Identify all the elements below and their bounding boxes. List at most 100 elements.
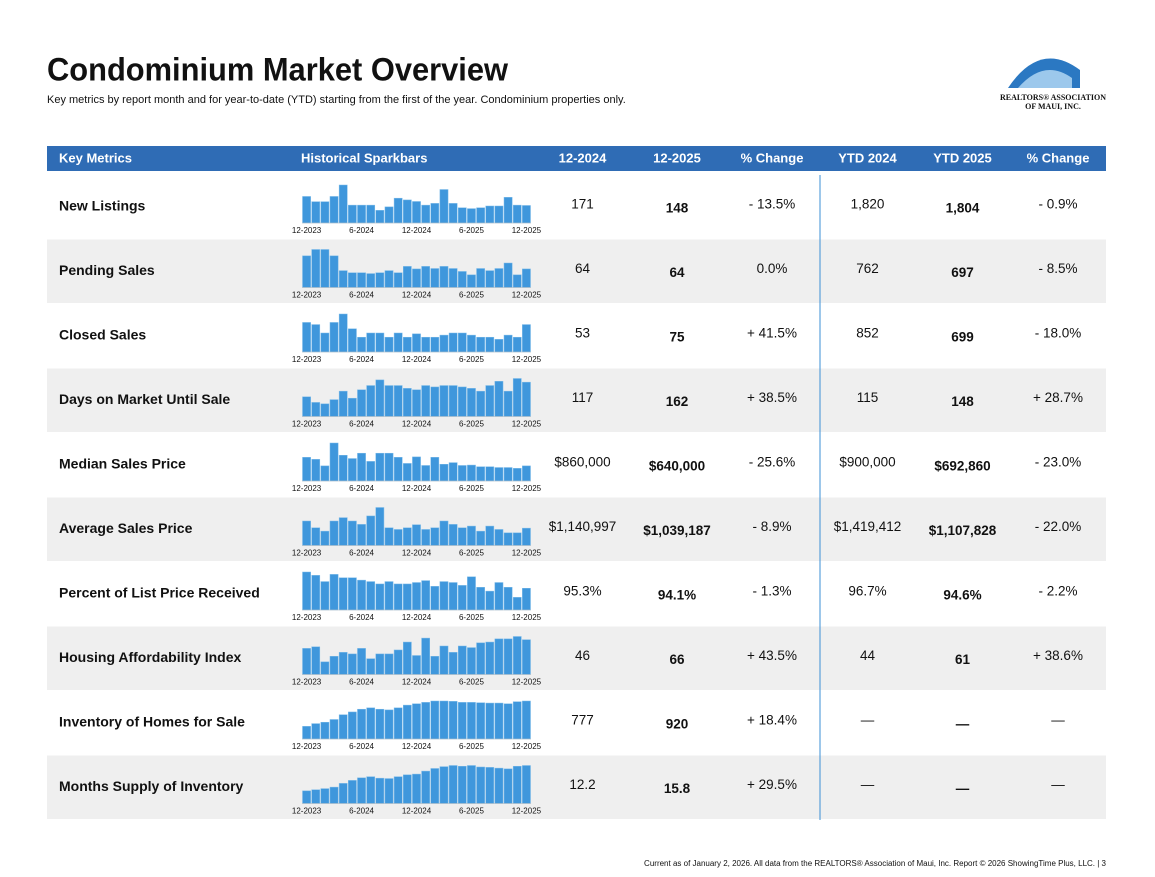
sparkbar	[421, 336, 430, 353]
sparkbar	[430, 700, 440, 740]
sparkbar	[503, 768, 513, 804]
sparkbar	[457, 585, 467, 611]
sparkbar	[457, 207, 467, 224]
sparkbar	[439, 463, 449, 482]
sparkbar	[412, 201, 421, 224]
sparkbar	[375, 708, 385, 740]
sparkbar	[320, 403, 330, 417]
sparkbar	[329, 196, 339, 224]
logo-text: OF MAUI, INC.	[1025, 102, 1081, 111]
sparkbar	[448, 268, 458, 288]
cell: - 2.2%	[1038, 584, 1077, 599]
cell: 64	[575, 261, 591, 276]
sparkbar	[348, 328, 357, 353]
sparkbar	[357, 524, 366, 546]
sparkbar-axis-label: 12-2024	[402, 420, 432, 429]
sparkbar	[485, 590, 495, 611]
sparkbar	[522, 205, 531, 224]
sparkbar	[457, 702, 467, 740]
cell: - 22.0%	[1035, 519, 1082, 534]
sparkbar-axis-label: 6-2024	[349, 549, 374, 558]
sparkbar-axis-label: 6-2024	[349, 291, 374, 300]
cell: 1,820	[851, 197, 885, 212]
cell: - 8.9%	[752, 519, 791, 534]
sparkbar	[485, 466, 495, 482]
sparkbar-axis-label: 12-2023	[292, 549, 322, 558]
sparkbar	[439, 766, 449, 804]
sparkbar	[448, 385, 458, 417]
sparkbar	[494, 467, 504, 482]
sparkbar	[338, 184, 348, 224]
sparkbar	[348, 272, 357, 288]
sparkbar	[439, 189, 449, 224]
cell: 699	[951, 330, 974, 345]
cell: 920	[666, 717, 689, 732]
sparkbar	[375, 653, 385, 675]
sparkbar	[366, 461, 376, 482]
row-background	[47, 755, 1106, 819]
sparkbar	[403, 266, 412, 288]
sparkbar	[329, 520, 339, 546]
sparkbar	[357, 204, 366, 224]
sparkbar	[403, 336, 412, 353]
cell: 66	[669, 652, 685, 667]
sparkbar	[512, 378, 522, 417]
cell: —	[861, 777, 875, 792]
logo-shape	[1018, 70, 1072, 88]
sparkbar-axis-label: 6-2024	[349, 742, 374, 751]
cell: $1,140,997	[549, 519, 617, 534]
cell: 46	[575, 648, 590, 663]
sparkbar	[494, 702, 504, 740]
sparkbar	[366, 581, 376, 611]
sparkbar-axis-label: 12-2024	[402, 291, 432, 300]
sparkbar-axis-label: 12-2025	[512, 742, 542, 751]
sparkbar-axis-label: 12-2024	[402, 678, 432, 687]
sparkbar	[329, 656, 339, 675]
column-header: 12-2025	[653, 150, 701, 165]
sparkbar	[421, 465, 430, 482]
cell: + 41.5%	[747, 326, 797, 341]
sparkbar	[348, 780, 357, 804]
sparkbar	[476, 466, 485, 482]
cell: 148	[951, 394, 974, 409]
sparkbar	[494, 582, 504, 611]
sparkbar	[393, 583, 403, 611]
sparkbar	[448, 765, 458, 804]
cell: + 38.5%	[747, 390, 797, 405]
sparkbar	[357, 452, 366, 482]
sparkbar	[457, 645, 467, 675]
sparkbar	[467, 208, 476, 224]
sparkbar	[439, 520, 449, 546]
sparkbar	[393, 385, 403, 417]
sparkbar-axis-label: 12-2023	[292, 484, 322, 493]
cell: 852	[856, 326, 879, 341]
metric-label: Housing Affordability Index	[59, 649, 241, 665]
sparkbar	[430, 768, 440, 804]
sparkbar	[375, 332, 385, 353]
sparkbar-axis-label: 6-2024	[349, 678, 374, 687]
sparkbar	[430, 336, 440, 353]
sparkbar	[448, 203, 458, 224]
sparkbar	[430, 586, 440, 611]
sparkbar	[467, 525, 476, 546]
sparkbar	[421, 637, 430, 675]
cell: - 13.5%	[749, 197, 796, 212]
sparkbar	[348, 653, 357, 675]
sparkbar	[494, 339, 504, 353]
sparkbar-axis-label: 6-2025	[459, 291, 484, 300]
sparkbar-axis-label: 6-2024	[349, 484, 374, 493]
sparkbar	[448, 462, 458, 482]
sparkbar	[403, 527, 412, 546]
cell: $692,860	[934, 459, 990, 474]
sparkbar	[366, 385, 376, 417]
sparkbar-axis-label: 6-2025	[459, 549, 484, 558]
sparkbar	[457, 386, 467, 417]
header-bar	[47, 146, 1106, 171]
sparkbar	[485, 702, 495, 740]
sparkbar	[421, 702, 430, 740]
sparkbar	[439, 700, 449, 740]
sparkbar	[384, 336, 394, 353]
sparkbar	[412, 268, 421, 288]
sparkbar	[393, 776, 403, 804]
sparkbar-axis-label: 12-2023	[292, 291, 322, 300]
